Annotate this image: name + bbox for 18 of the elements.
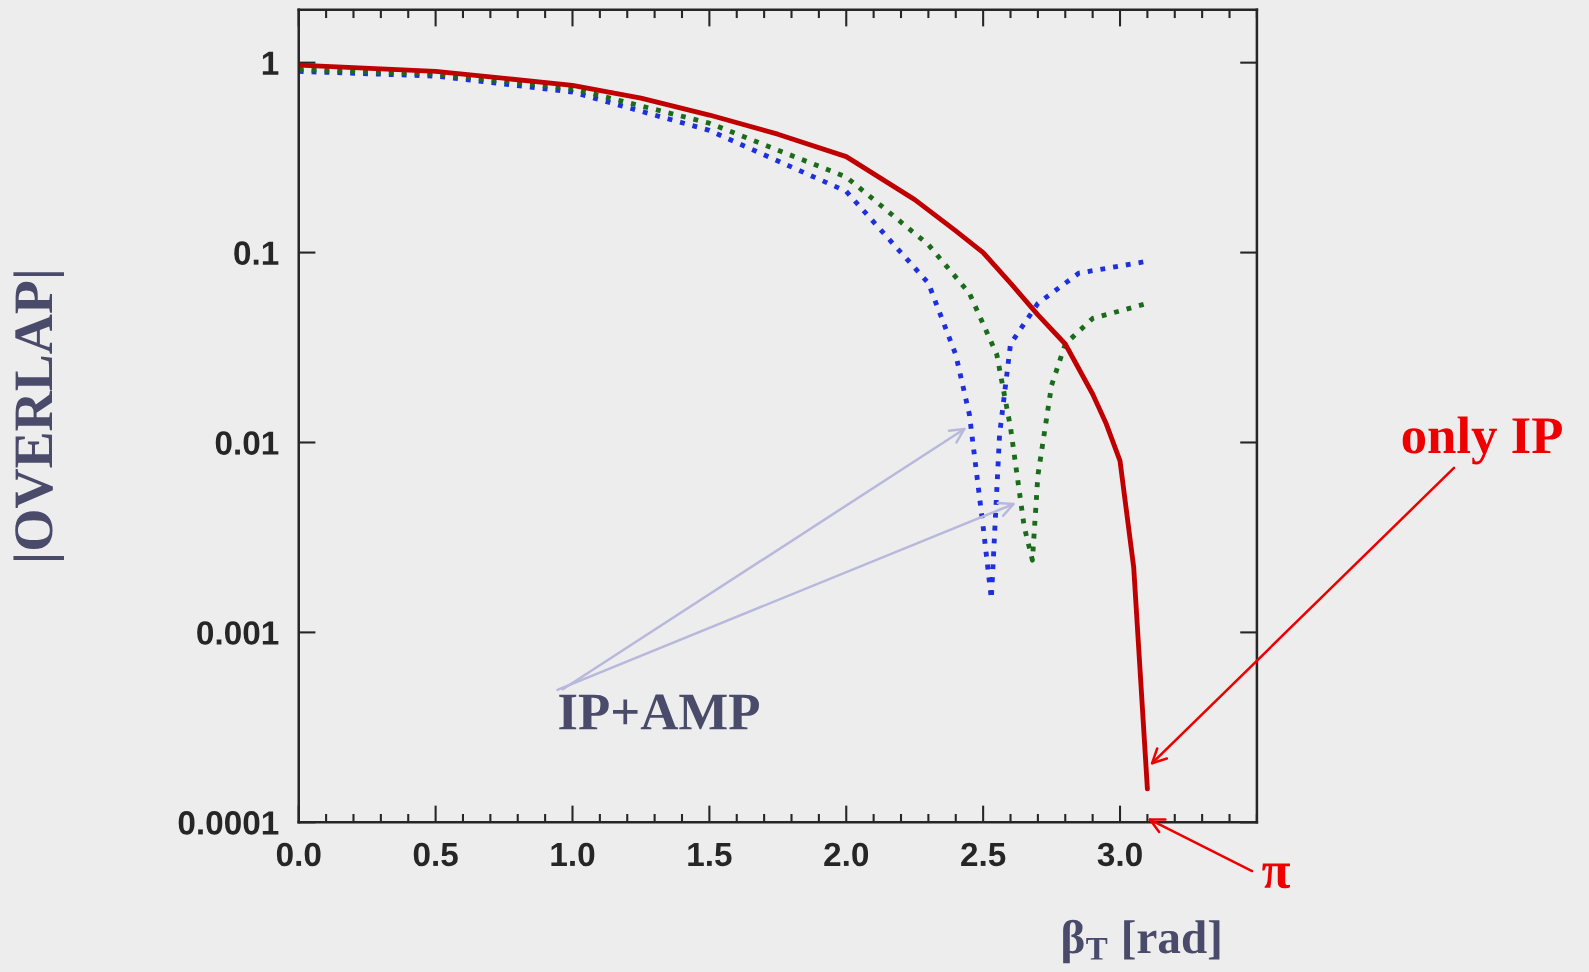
x-axis-title: β$_{T}$ [rad] — [1063, 919, 1220, 964]
annotation: only IP — [1402, 416, 1562, 465]
line-series — [298, 62, 1150, 792]
y-tick-label: 0.0001 — [178, 811, 279, 835]
x-tick-label: 2.0 — [824, 842, 869, 867]
text: π — [1262, 863, 1290, 889]
y-tick-label: 0.1 — [234, 241, 279, 265]
annotation: IP+AMP — [559, 694, 759, 730]
y-tick-label: 1 — [262, 51, 279, 75]
x-tick-label: 1.5 — [688, 842, 732, 867]
x-tick-label: 2.5 — [961, 842, 1006, 867]
x-tick-label: 0.5 — [413, 842, 458, 867]
y-tick-label: 0.01 — [215, 431, 279, 455]
y-axis-title: |OVERLAP| — [13, 272, 64, 560]
y-tick-label: 0.001 — [197, 621, 279, 645]
x-tick-label: 0.0 — [276, 842, 321, 867]
x-tick-label: 1.0 — [551, 842, 595, 867]
x-tick-label: 3.0 — [1097, 842, 1142, 867]
